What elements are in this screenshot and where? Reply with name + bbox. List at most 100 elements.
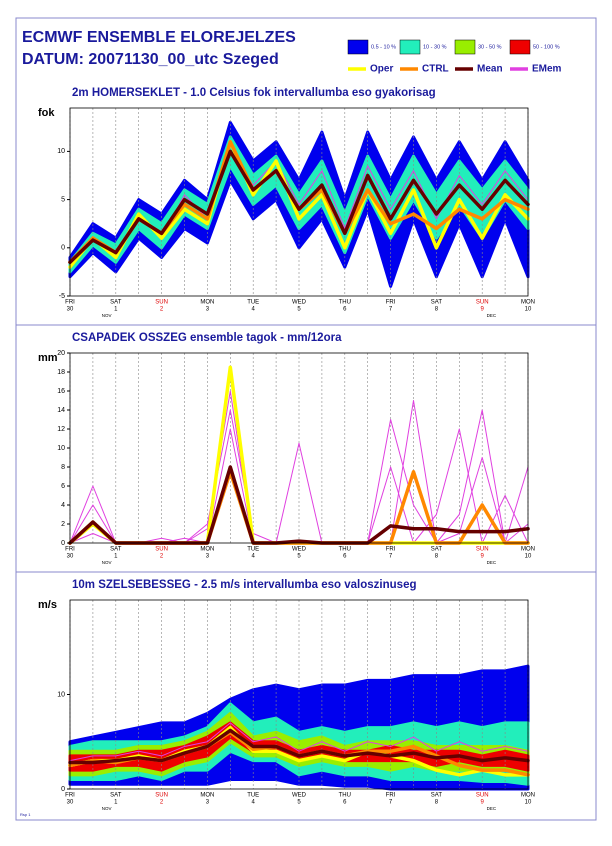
x-tick-label: MON	[521, 547, 535, 553]
y-tick-label: 6	[61, 483, 65, 490]
chart-title: 10m SZELSEBESSEG - 2.5 m/s intervallumba…	[72, 579, 416, 591]
x-tick-label: MON	[200, 547, 214, 553]
x-tick-label: THU	[339, 300, 351, 306]
month-label: NOV	[102, 806, 112, 811]
x-date-label: 8	[435, 307, 439, 313]
legend-swatch	[347, 39, 369, 55]
x-tick-label: FRI	[386, 300, 396, 306]
legend-label: 0.5 - 10 %	[371, 44, 396, 50]
x-tick-label: SAT	[110, 300, 122, 306]
x-date-label: 1	[114, 307, 118, 313]
month-label: DEC	[487, 806, 497, 811]
legend-label: Oper	[370, 64, 393, 75]
subtitle: DATUM: 20071130_00_utc Szeged	[22, 51, 279, 68]
x-date-label: 2	[160, 554, 164, 560]
x-tick-label: WED	[292, 300, 307, 306]
x-date-label: 1	[114, 554, 118, 560]
x-date-label: 5	[297, 554, 301, 560]
y-tick-label: 20	[57, 350, 65, 357]
x-date-label: 8	[435, 800, 439, 806]
x-tick-label: TUE	[247, 793, 259, 799]
x-tick-label: SAT	[110, 547, 122, 553]
x-tick-label: SUN	[476, 793, 489, 799]
x-date-label: 5	[297, 800, 301, 806]
x-tick-label: SUN	[155, 300, 168, 306]
x-tick-label: SAT	[431, 793, 443, 799]
x-date-label: 4	[252, 307, 256, 313]
plot-frame	[69, 107, 529, 297]
footer: Rsp 1	[20, 812, 31, 817]
y-tick-label: 5	[61, 196, 65, 203]
x-date-label: 9	[481, 554, 485, 560]
x-date-label: 10	[525, 800, 532, 806]
x-tick-label: THU	[339, 793, 351, 799]
y-axis-label: mm	[38, 352, 58, 364]
y-tick-label: 18	[57, 369, 65, 376]
title: ECMWF ENSEMBLE ELOREJELZES	[22, 29, 296, 46]
x-date-label: 7	[389, 307, 393, 313]
x-date-label: 1	[114, 800, 118, 806]
x-date-label: 6	[343, 554, 347, 560]
y-axis-label: fok	[38, 107, 55, 119]
frame	[15, 17, 597, 821]
y-tick-label: 0	[61, 540, 65, 547]
x-date-label: 10	[525, 554, 532, 560]
x-tick-label: SAT	[431, 547, 443, 553]
x-tick-label: MON	[521, 300, 535, 306]
y-tick-label: 16	[57, 388, 65, 395]
y-tick-label: 10	[57, 691, 65, 698]
x-date-label: 4	[252, 800, 256, 806]
x-date-label: 9	[481, 307, 485, 313]
x-date-label: 4	[252, 554, 256, 560]
legend-swatch	[454, 39, 476, 55]
x-tick-label: FRI	[386, 547, 396, 553]
legend-label: 10 - 30 %	[423, 44, 447, 50]
x-tick-label: THU	[339, 547, 351, 553]
legend-label: Mean	[477, 64, 503, 75]
y-tick-label: 14	[57, 407, 65, 414]
x-date-label: 7	[389, 800, 393, 806]
x-tick-label: FRI	[65, 300, 75, 306]
month-label: NOV	[102, 560, 112, 565]
x-date-label: 6	[343, 800, 347, 806]
x-tick-label: TUE	[247, 300, 259, 306]
x-date-label: 5	[297, 307, 301, 313]
x-date-label: 30	[67, 800, 74, 806]
y-tick-label: 10	[57, 148, 65, 155]
x-tick-label: SUN	[155, 793, 168, 799]
x-date-label: 3	[206, 554, 210, 560]
x-date-label: 6	[343, 307, 347, 313]
x-tick-label: MON	[200, 300, 214, 306]
y-tick-label: 10	[57, 445, 65, 452]
x-tick-label: SUN	[476, 547, 489, 553]
legend-label: 50 - 100 %	[533, 44, 560, 50]
x-date-label: 10	[525, 307, 532, 313]
legend-label: 30 - 50 %	[478, 44, 502, 50]
x-date-label: 7	[389, 554, 393, 560]
series-line	[69, 722, 529, 762]
x-tick-label: SUN	[155, 547, 168, 553]
x-date-label: 30	[67, 554, 74, 560]
legend-swatch	[509, 39, 531, 55]
chart-title: 2m HOMERSEKLET - 1.0 Celsius fok interva…	[72, 87, 436, 99]
x-tick-label: FRI	[65, 547, 75, 553]
x-date-label: 2	[160, 800, 164, 806]
legend-label: CTRL	[422, 64, 449, 75]
x-tick-label: FRI	[65, 793, 75, 799]
series-line	[68, 149, 530, 265]
x-tick-label: MON	[200, 793, 214, 799]
y-tick-label: 0	[61, 245, 65, 252]
legend-swatch	[399, 39, 421, 55]
y-tick-label: -5	[59, 293, 65, 300]
x-tick-label: WED	[292, 547, 307, 553]
x-date-label: 9	[481, 800, 485, 806]
x-tick-label: SAT	[110, 793, 122, 799]
y-tick-label: 2	[61, 521, 65, 528]
x-tick-label: FRI	[386, 793, 396, 799]
x-tick-label: WED	[292, 793, 307, 799]
x-date-label: 8	[435, 554, 439, 560]
month-label: DEC	[487, 560, 497, 565]
month-label: DEC	[487, 313, 497, 318]
chart-title: CSAPADEK OSSZEG ensemble tagok - mm/12or…	[72, 332, 342, 344]
